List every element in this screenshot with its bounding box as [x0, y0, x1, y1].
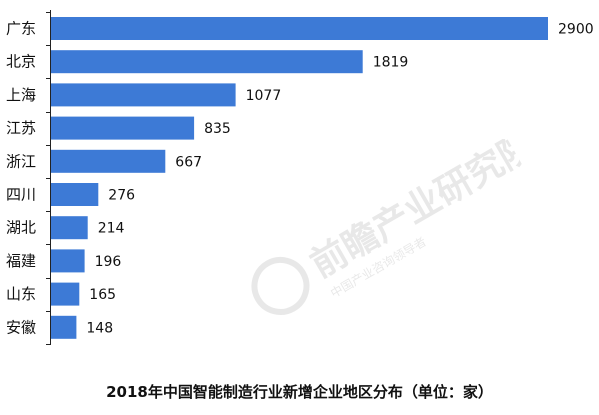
value-label: 276 [108, 188, 135, 204]
category-label: 山东 [6, 285, 36, 303]
value-label: 165 [89, 287, 116, 303]
bar [51, 315, 77, 339]
value-label: 214 [98, 221, 125, 237]
bars-group [51, 17, 548, 339]
bar [51, 282, 80, 306]
value-label: 1819 [373, 55, 409, 71]
value-label: 2900 [558, 22, 594, 38]
category-label: 江苏 [6, 119, 36, 137]
value-labels: 2900 1819 1077 835 667 276 214 196 165 148 [86, 22, 593, 337]
category-label: 安徽 [6, 318, 36, 336]
category-label: 广东 [6, 20, 36, 38]
bar [51, 183, 99, 206]
y-axis-ticks [46, 12, 51, 345]
value-label: 1077 [246, 88, 282, 104]
category-label: 上海 [6, 86, 36, 104]
bar [51, 50, 363, 74]
bar [51, 17, 548, 40]
category-label: 浙江 [6, 152, 36, 170]
value-label: 148 [86, 320, 113, 336]
chart-title: 2018年中国智能制造行业新增企业地区分布（单位：家） [106, 383, 493, 401]
bar [51, 83, 236, 107]
category-label: 四川 [6, 186, 36, 204]
bar [51, 116, 195, 140]
category-label: 北京 [6, 53, 36, 71]
bar [51, 249, 85, 273]
category-label: 福建 [6, 252, 36, 270]
category-label: 湖北 [6, 219, 36, 237]
value-label: 835 [204, 121, 231, 137]
bar [51, 216, 88, 240]
bar [51, 149, 166, 173]
value-label: 196 [95, 254, 122, 270]
value-label: 667 [175, 154, 202, 170]
